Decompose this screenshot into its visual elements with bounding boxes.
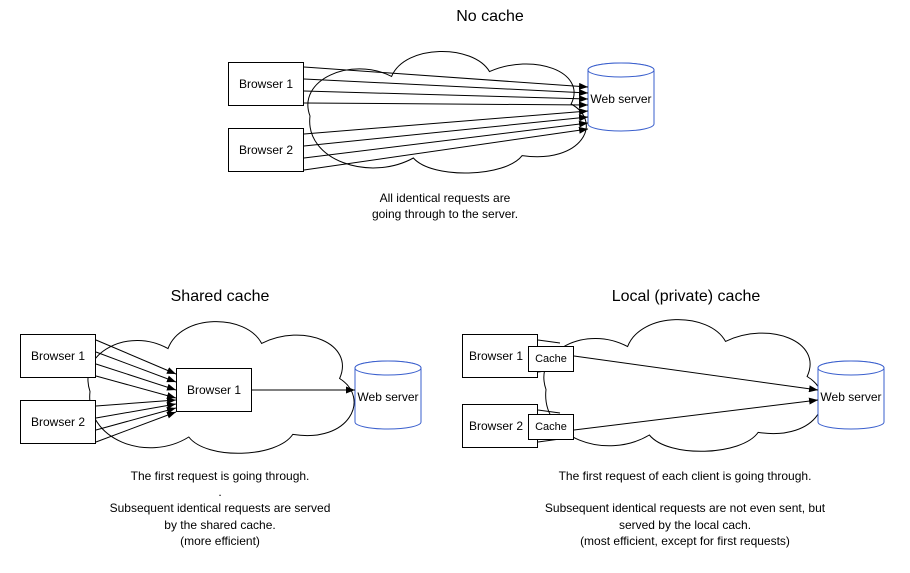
caption-no-cache: All identical requests are going through… <box>320 190 570 222</box>
title-private-cache: Local (private) cache <box>576 288 796 306</box>
box-shared-browser1: Browser 1 <box>20 334 96 378</box>
cloud-no-cache <box>308 51 586 173</box>
box-shared-browser2: Browser 2 <box>20 400 96 444</box>
cloud-private-cache <box>544 320 822 452</box>
label-nocache-browser2: Browser 2 <box>239 143 293 157</box>
box-nocache-browser1: Browser 1 <box>228 62 304 106</box>
caption-private-cache: The first request of each client is goin… <box>500 468 870 549</box>
label-shared-proxy: Browser 1 <box>187 383 241 397</box>
title-shared-cache: Shared cache <box>130 288 310 306</box>
label-shared-browser2: Browser 2 <box>31 415 85 429</box>
title-no-cache: No cache <box>415 8 565 26</box>
box-nocache-browser2: Browser 2 <box>228 128 304 172</box>
label-private-cache1: Cache <box>535 353 567 365</box>
label-shared-browser1: Browser 1 <box>31 349 85 363</box>
cylinder-nocache-server-label: Web server <box>590 92 651 106</box>
label-nocache-browser1: Browser 1 <box>239 77 293 91</box>
box-private-browser2: Browser 2 <box>462 404 538 448</box>
cylinder-private-server-label: Web server <box>820 390 881 404</box>
cylinder-shared-server-label: Web server <box>357 390 418 404</box>
box-private-cache2: Cache <box>528 414 574 440</box>
box-private-browser1: Browser 1 <box>462 334 538 378</box>
box-private-cache1: Cache <box>528 346 574 372</box>
label-private-cache2: Cache <box>535 421 567 433</box>
label-private-browser1: Browser 1 <box>469 349 523 363</box>
label-private-browser2: Browser 2 <box>469 419 523 433</box>
caption-shared-cache: The first request is going through. . Su… <box>60 468 380 549</box>
box-shared-proxy: Browser 1 <box>176 368 252 412</box>
